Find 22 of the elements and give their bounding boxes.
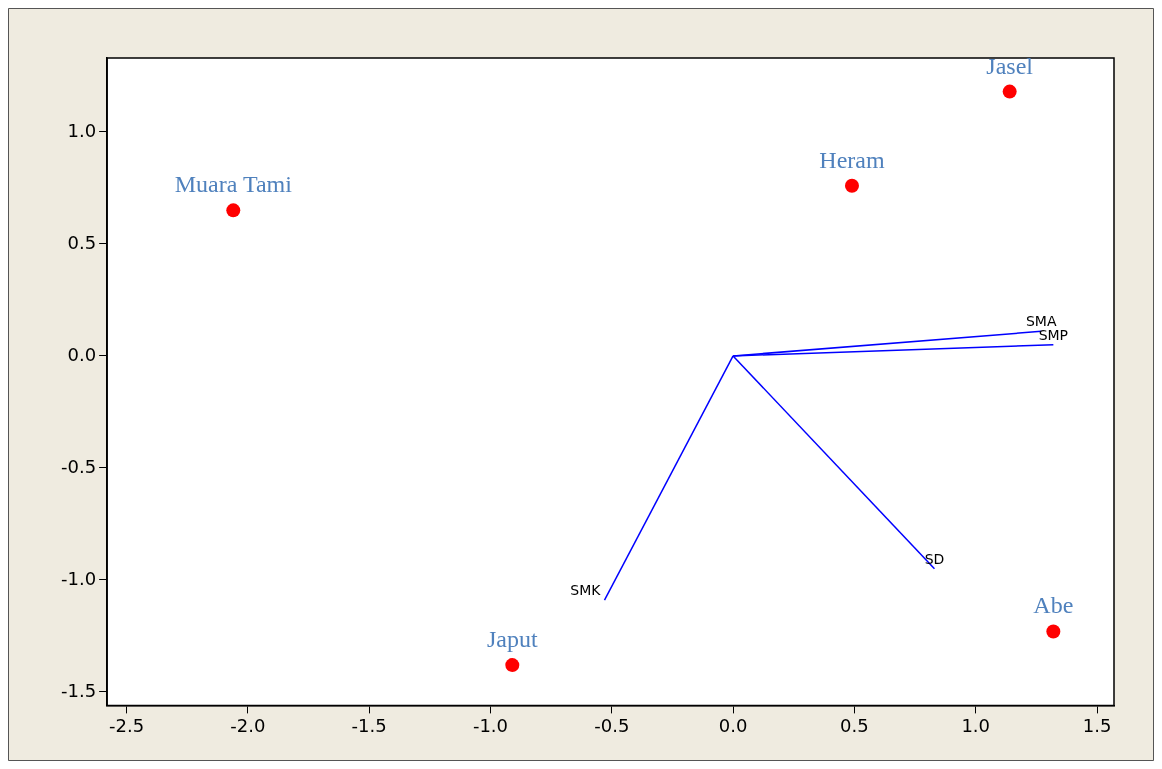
x-tick-label: -1.5: [351, 714, 387, 736]
x-tick-label: -1.0: [472, 714, 509, 736]
data-label: Heram: [819, 146, 885, 173]
y-tick-label: -0.5: [61, 455, 97, 477]
x-tick-label: 0.0: [718, 714, 748, 736]
y-tick-label: 1.0: [67, 119, 97, 141]
data-label: Abe: [1033, 592, 1074, 619]
x-tick-label: -2.5: [108, 714, 145, 736]
data-label: Jasel: [986, 52, 1034, 79]
series-label: SD: [924, 550, 945, 567]
y-tick-label: 0.0: [67, 343, 97, 365]
y-tick-label: 0.5: [67, 231, 97, 253]
data-label: Muara Tami: [174, 171, 293, 198]
x-tick-label: 1.0: [961, 714, 991, 736]
data-label: Japut: [486, 626, 538, 653]
x-tick-label: 0.5: [840, 714, 869, 736]
x-tick-label: -2.0: [230, 714, 266, 736]
y-tick-label: -1.0: [61, 567, 97, 589]
x-tick-label: -0.5: [594, 714, 630, 736]
x-tick-label: 1.5: [1082, 714, 1112, 736]
y-tick-label: -1.5: [61, 679, 97, 701]
series-label: SMK: [570, 582, 602, 599]
